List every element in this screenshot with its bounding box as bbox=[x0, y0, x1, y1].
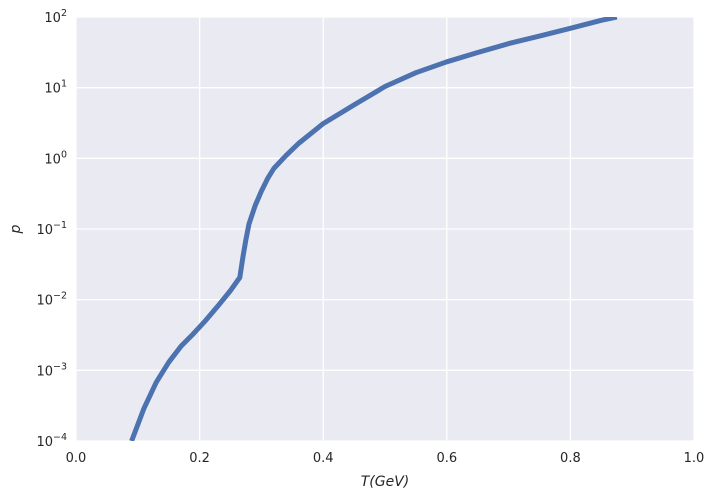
y-axis-ticks: 10−4 10−3 10−2 10−1 100 101 102 bbox=[36, 8, 67, 450]
x-tick-label: 0.0 bbox=[66, 451, 87, 466]
y-tick-label: 10−4 bbox=[36, 432, 67, 450]
x-tick-label: 0.8 bbox=[560, 451, 581, 466]
y-tick-label: 102 bbox=[44, 8, 67, 26]
y-tick-label: 10−3 bbox=[36, 361, 67, 379]
x-tick-label: 0.6 bbox=[436, 451, 457, 466]
x-tick-label: 0.2 bbox=[189, 451, 210, 466]
series-layer bbox=[129, 17, 618, 441]
y-axis-label: p bbox=[8, 224, 24, 234]
y-tick-label: 10−1 bbox=[36, 220, 67, 238]
x-axis-label: T(GeV) bbox=[361, 474, 410, 490]
x-tick-label: 0.4 bbox=[313, 451, 334, 466]
y-tick-label: 100 bbox=[44, 149, 67, 167]
x-tick-label: 1.0 bbox=[684, 451, 705, 466]
y-tick-label: 10−2 bbox=[36, 291, 67, 309]
y-tick-label: 101 bbox=[44, 79, 67, 97]
series-line bbox=[129, 17, 618, 441]
grid-lines bbox=[75, 16, 695, 442]
x-axis-ticks: 0.0 0.2 0.4 0.6 0.8 1.0 bbox=[66, 451, 705, 466]
